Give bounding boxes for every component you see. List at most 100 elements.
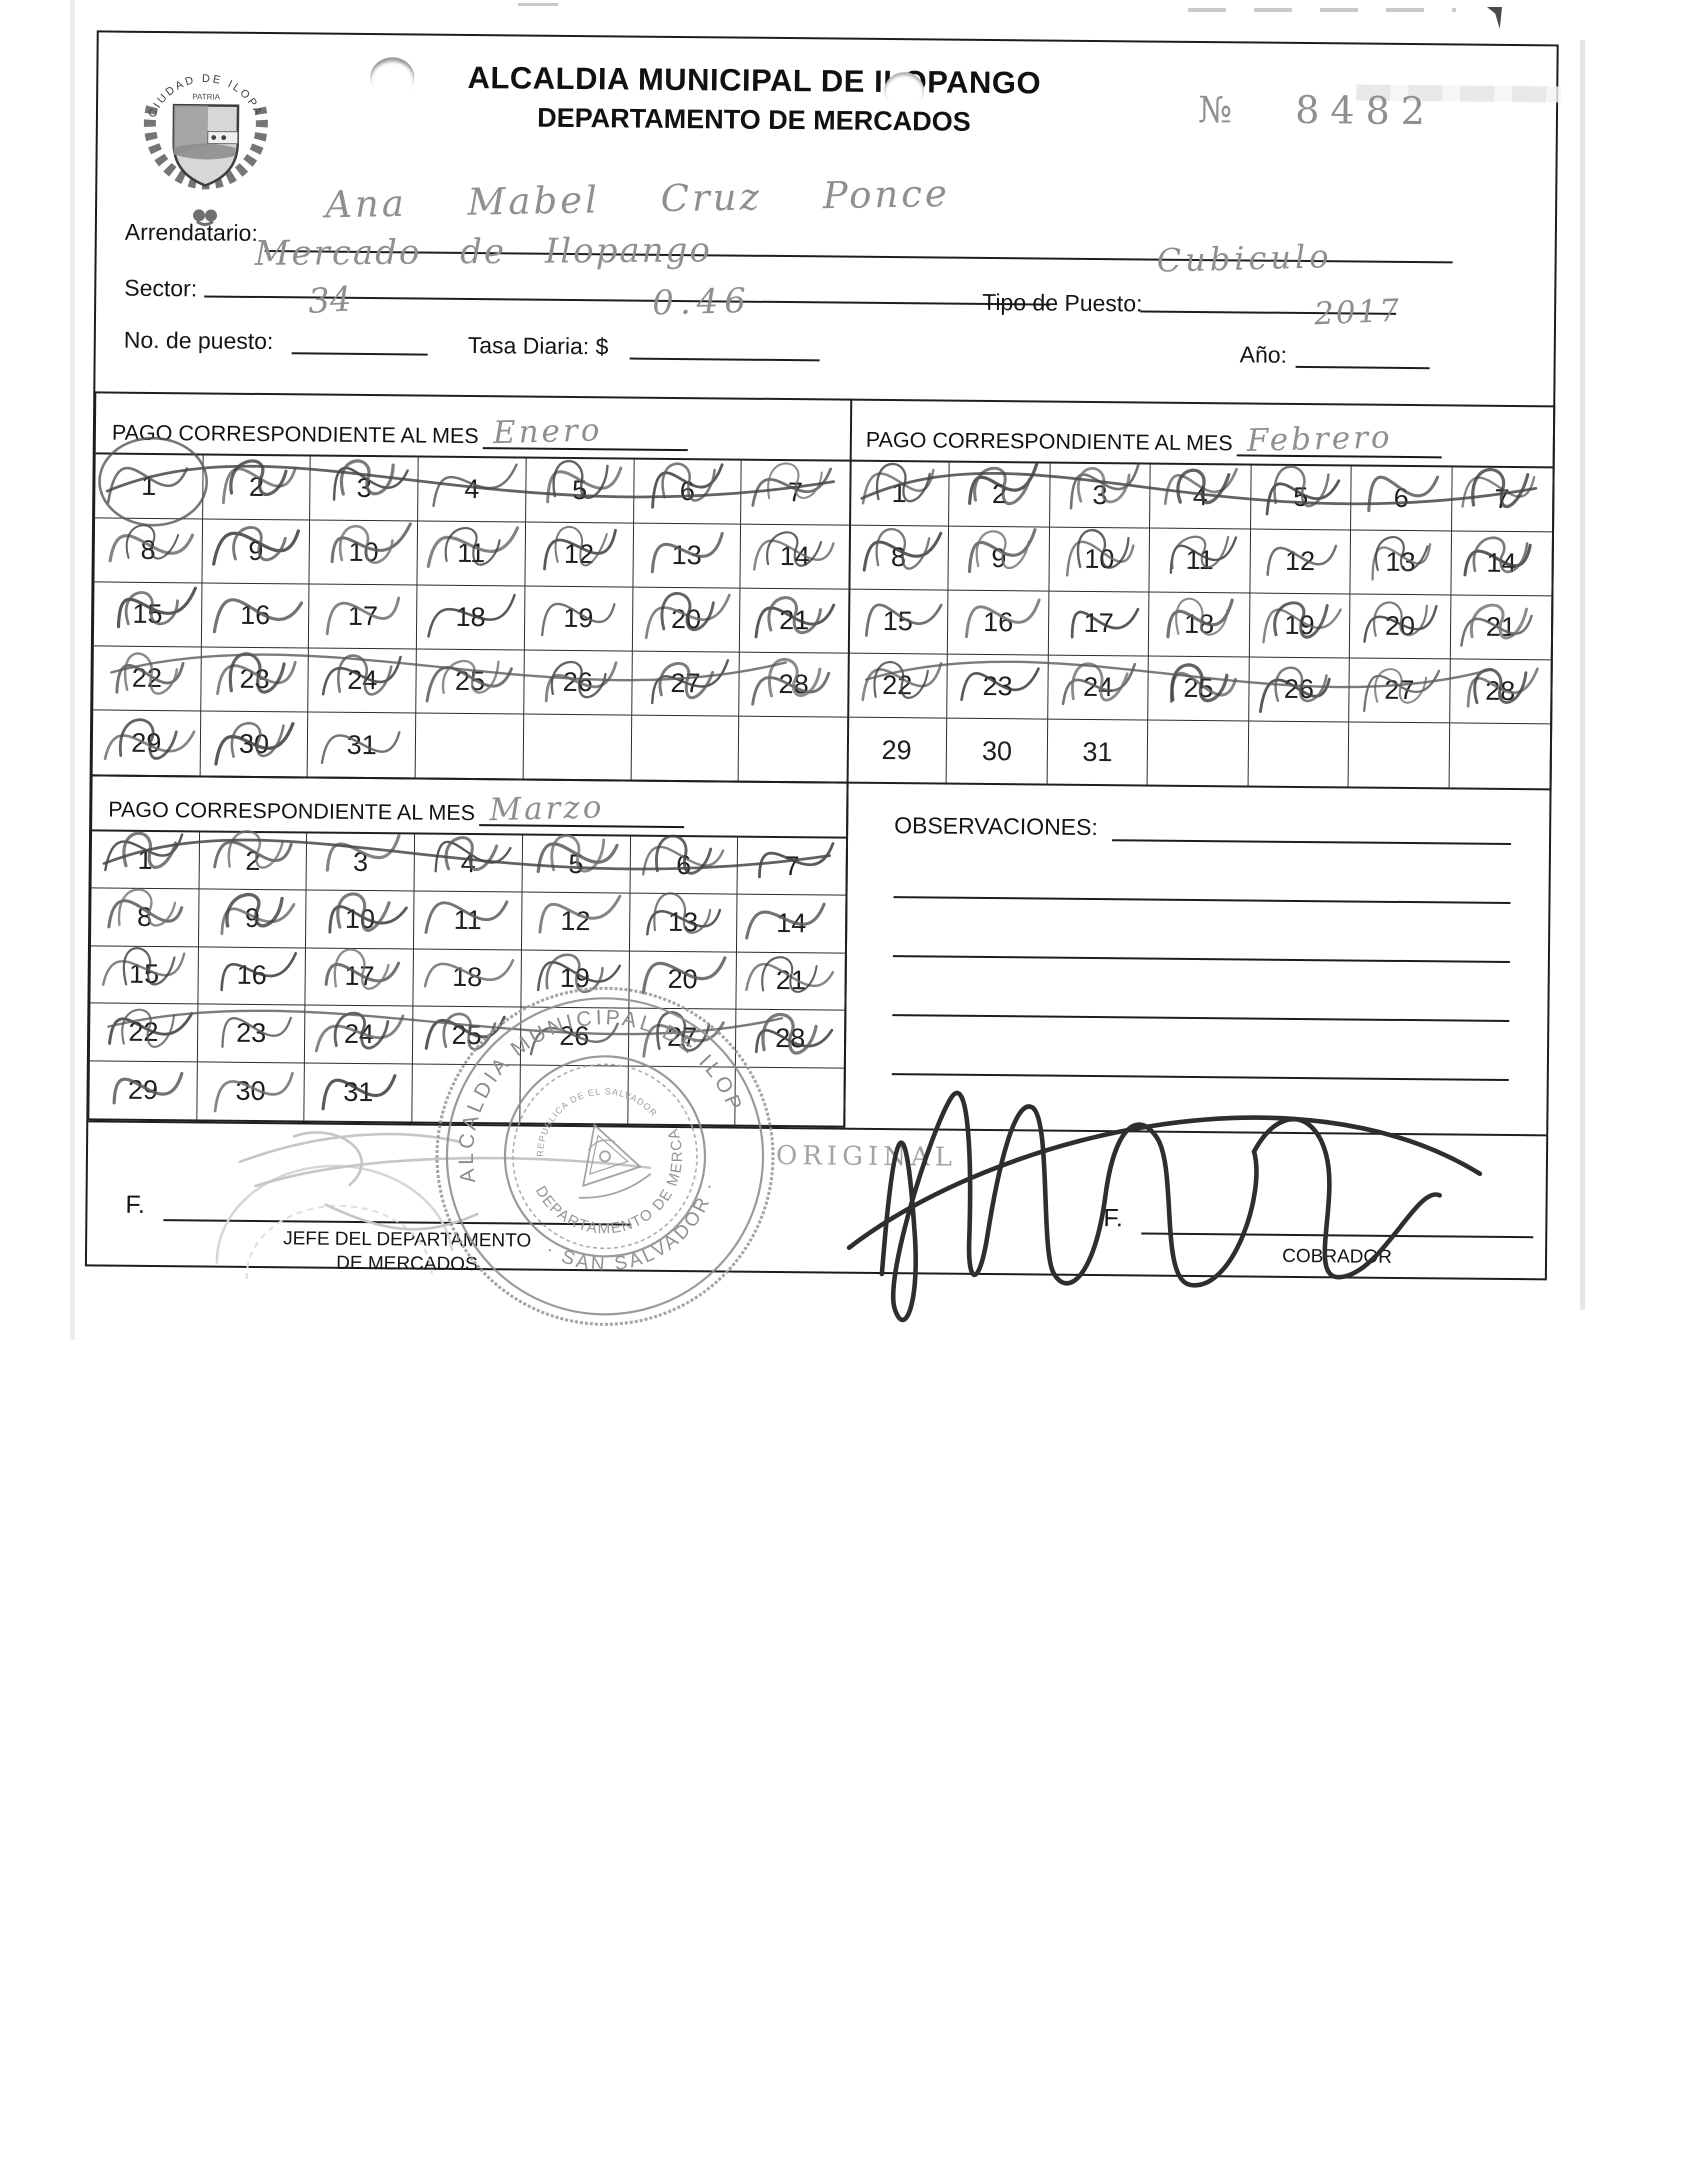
left-signature-label: F. <box>125 1190 146 1219</box>
day-cell: 14 <box>737 894 846 954</box>
day-cell: 23 <box>947 654 1049 720</box>
sector-label: Sector: <box>124 274 198 302</box>
no-puesto-label: No. de puesto: <box>123 326 274 355</box>
payment-calendar-marzo: PAGO CORRESPONDIENTE AL MES Marzo 1 2 3 4 5 6 7 8… <box>87 774 849 1128</box>
scan-smudge-artifact <box>1188 8 1456 12</box>
day-cell: 7 <box>1451 467 1553 533</box>
day-cell: 14 <box>1450 531 1553 597</box>
day-cell: 5 <box>522 835 631 894</box>
right-signature-label: F. <box>1103 1204 1124 1233</box>
day-cell: 29 <box>92 710 201 776</box>
day-cell <box>523 714 632 780</box>
calendar-month-line: Enero <box>482 412 688 452</box>
day-cell <box>520 1065 629 1124</box>
scan-edge-artifact <box>1580 40 1585 1310</box>
observaciones-label: OBSERVACIONES: <box>894 812 1098 841</box>
day-cell: 9 <box>202 519 311 585</box>
day-cell: 12 <box>525 522 634 588</box>
municipal-seal-icon: CIUDAD DE ILOPANGO PATRIA <box>130 38 277 228</box>
day-cell: 18 <box>416 585 526 651</box>
calendar-month-line: Marzo <box>478 789 685 828</box>
day-cell: 30 <box>200 711 309 777</box>
day-cell: 8 <box>848 525 950 591</box>
observaciones-line <box>892 957 1510 1023</box>
calendar-header-label: PAGO CORRESPONDIENTE AL MES <box>865 427 1233 456</box>
day-cell <box>627 1066 737 1125</box>
day-cell <box>1449 723 1550 788</box>
day-cell: 6 <box>1351 466 1453 532</box>
day-cell: 8 <box>90 888 200 948</box>
day-cell: 18 <box>413 949 522 1008</box>
day-cell: 13 <box>1350 530 1452 596</box>
day-cell <box>631 715 740 781</box>
scan-smudge-artifact <box>518 3 558 6</box>
day-cell: 19 <box>524 586 634 652</box>
day-cell: 13 <box>629 893 738 953</box>
day-cell: 20 <box>628 951 738 1010</box>
day-cell: 24 <box>305 1005 414 1065</box>
observaciones-line <box>1111 819 1512 846</box>
day-cell: 30 <box>197 1062 306 1121</box>
observaciones-line <box>891 1016 1510 1082</box>
day-cell: 23 <box>197 1004 306 1064</box>
day-cell: 16 <box>201 583 310 649</box>
day-cell: 25 <box>1148 656 1250 722</box>
left-signature-caption: DE MERCADOS <box>336 1252 478 1276</box>
day-cell: 24 <box>308 648 417 714</box>
day-cell: 23 <box>200 647 310 713</box>
day-cell: 31 <box>304 1063 414 1122</box>
form-title: ALCALDIA MUNICIPAL DE ILOPANGO <box>467 59 1042 101</box>
calendar-header-label: PAGO CORRESPONDIENTE AL MES <box>111 420 479 449</box>
calendar-day-grid: 1 2 3 4 5 6 7 8 9 10 11 12 13 14 15 16 17 18 19 20 21 22 23 24 2… <box>846 461 1553 789</box>
copy-type-watermark: ORIGINAL <box>775 1140 958 1173</box>
day-cell: 5 <box>525 458 635 524</box>
whiteout-blob <box>884 71 925 111</box>
day-cell: 11 <box>1149 528 1251 594</box>
day-cell: 26 <box>1248 657 1350 723</box>
day-cell: 12 <box>521 892 631 952</box>
tasa-diaria-label: Tasa Diaria: $ <box>467 331 609 360</box>
day-cell: 22 <box>847 653 949 719</box>
day-cell: 12 <box>1250 529 1352 595</box>
day-cell: 10 <box>306 890 415 950</box>
day-cell: 3 <box>310 456 419 522</box>
day-cell: 11 <box>414 891 523 951</box>
day-cell: 28 <box>739 652 848 718</box>
day-cell: 31 <box>1047 719 1149 785</box>
day-cell: 27 <box>1349 658 1451 724</box>
seal-motto: PATRIA <box>192 92 220 101</box>
left-signature-caption: JEFE DEL DEPARTAMENTO <box>283 1228 532 1252</box>
form-subtitle: DEPARTAMENTO DE MERCADOS <box>537 102 971 137</box>
day-cell: 9 <box>948 526 1050 592</box>
day-cell: 2 <box>202 455 312 521</box>
calendar-header: PAGO CORRESPONDIENTE AL MES Enero <box>95 393 851 462</box>
day-cell: 19 <box>521 950 630 1009</box>
day-cell: 8 <box>94 518 203 584</box>
tipo-puesto-value: Cubiculo <box>1156 237 1333 280</box>
payment-calendar-enero: PAGO CORRESPONDIENTE AL MES Enero 1 2 3 4 5 6 7 8… <box>90 391 853 784</box>
day-cell: 21 <box>740 588 849 654</box>
day-cell: 1 <box>91 831 200 890</box>
day-cell: 3 <box>1049 463 1151 529</box>
observaciones-section: OBSERVACIONES: <box>843 781 1552 1135</box>
day-cell: 20 <box>1349 594 1451 660</box>
anio-value: 2017 <box>1313 292 1402 333</box>
day-cell <box>415 713 525 779</box>
day-cell: 22 <box>93 646 202 712</box>
day-cell: 26 <box>524 650 633 716</box>
day-cell: 2 <box>199 832 308 891</box>
calendar-header: PAGO CORRESPONDIENTE AL MES Febrero <box>849 400 1554 469</box>
observaciones-lines <box>891 839 1512 1082</box>
day-cell: 15 <box>847 589 949 655</box>
market-payment-form: CIUDAD DE ILOPANGO PATRIA ALCALDIA MUNIC… <box>0 30 1562 1399</box>
whiteout-blob <box>370 57 415 98</box>
calendar-day-grid: 1 2 3 4 5 6 7 8 9 10 11 12 13 14 15 16 17 18 19 20 21 22 23 24 2… <box>92 454 850 781</box>
form-number-block: № 8482 <box>1198 87 1548 134</box>
calendar-day-grid: 1 2 3 4 5 6 7 8 9 10 11 12 13 14 15 16 17 18 19 20 21 22 23 24 2… <box>89 831 847 1125</box>
calendar-month-handwritten: Enero <box>492 412 603 452</box>
day-cell: 31 <box>308 712 417 778</box>
day-cell: 15 <box>90 946 199 1005</box>
day-cell: 22 <box>89 1003 199 1063</box>
day-cell: 10 <box>309 520 419 586</box>
